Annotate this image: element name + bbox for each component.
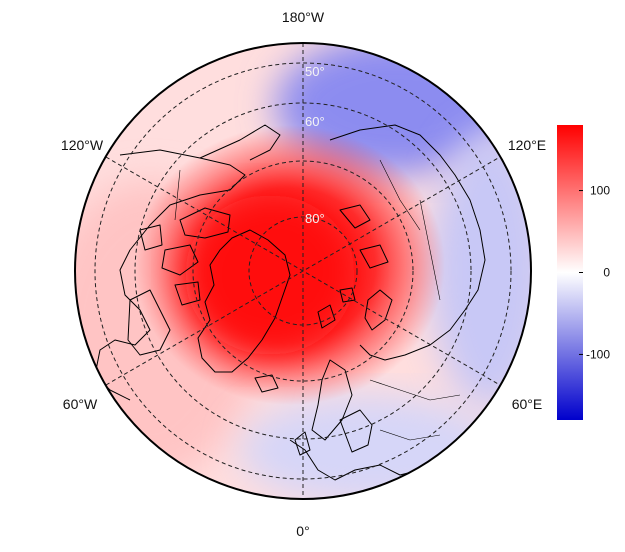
greenland-coast [197,229,291,373]
graticule [94,43,512,499]
colorbar-tick-label: -100 [586,347,610,361]
novaya-zemlya-coast [364,289,393,331]
colorbar-tick-label: 100 [590,184,610,198]
meridian-60w-120e [105,156,501,386]
lon-label-120e: 120°E [508,137,546,153]
parallel-50 [94,62,512,480]
colorbar-tick-label: 0 [603,266,610,280]
eurasia-arctic-coast [329,124,486,361]
north-america-coast [94,149,246,401]
lon-label-60w: 60°W [63,396,98,412]
map-boundary [74,42,532,500]
siberian-islands-coast [339,204,389,269]
coastlines [94,124,486,481]
lon-label-120w: 120°W [61,137,104,153]
colorbar: 100 0 -100 [557,125,610,420]
siberia-negative-region [430,130,531,410]
colorbar-gradient [557,125,583,420]
lon-label-60e: 60°E [512,396,543,412]
lon-label-0: 0° [296,523,309,539]
british-isles-coast [294,431,311,456]
svalbard-coast [317,287,356,329]
lat-label-60: 60° [305,114,325,129]
anomaly-field [75,43,531,499]
lon-label-180w: 180°W [282,9,325,25]
canadian-archipelago-coast [139,207,231,306]
colorbar-ticks: 100 0 -100 [579,184,610,361]
hudson-bay-coast [127,289,171,356]
lat-label-80: 80° [305,211,325,226]
lat-label-50: 50° [305,64,325,79]
country-borders [174,159,461,441]
scandinavia-coast [311,359,373,453]
iceland-coast [254,374,279,393]
alaska-coast [199,124,281,161]
parallel-70 [192,160,414,382]
